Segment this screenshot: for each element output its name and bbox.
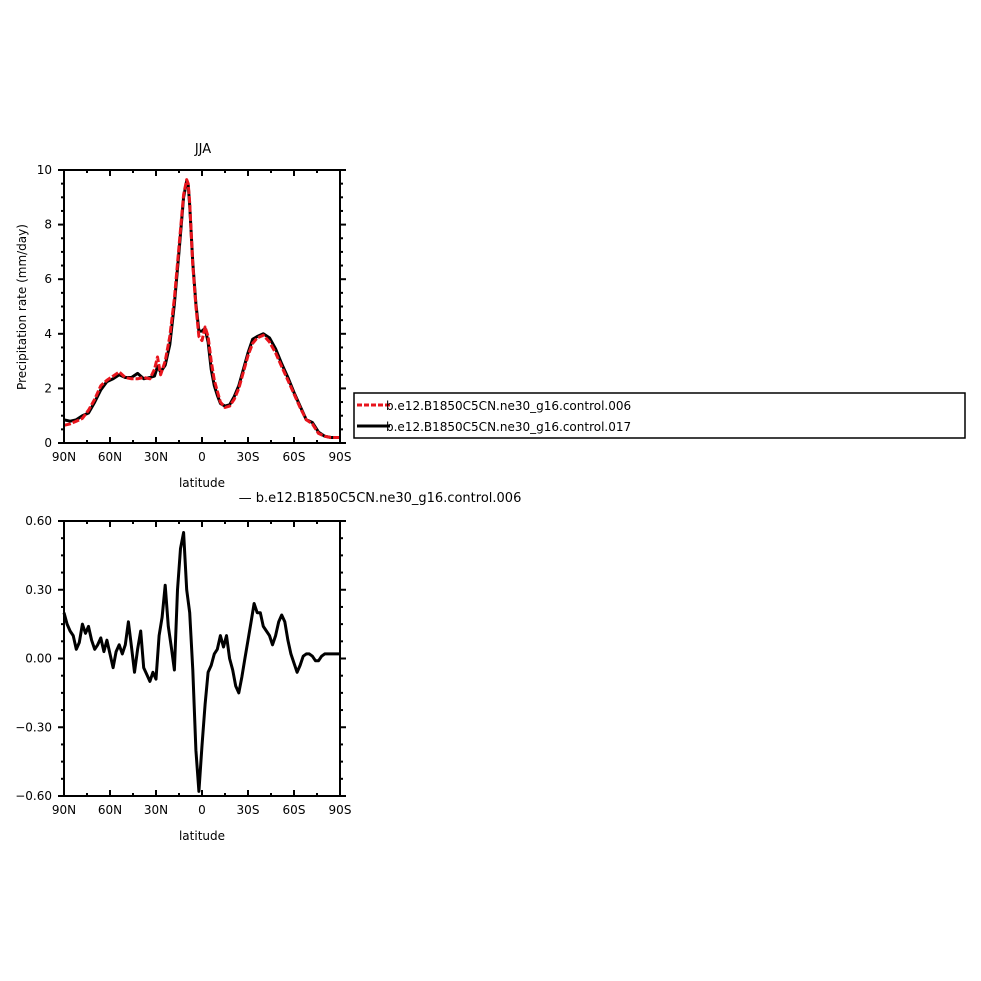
diff-x-tick-label: 30S <box>237 803 260 817</box>
diff-y-tick-label: 0.60 <box>25 514 52 528</box>
diff-x-tick-label: 0 <box>198 803 206 817</box>
precip-x-tick-label: 30S <box>237 450 260 464</box>
precip-series-line-0 <box>63 178 340 439</box>
difference-plot-title: — b.e12.B1850C5CN.ne30_g16.control.006 <box>239 491 522 506</box>
diff-y-tick-label: 0.30 <box>25 583 52 597</box>
diff-x-tick-label: 90S <box>329 803 352 817</box>
diff-x-tick-label: 60S <box>283 803 306 817</box>
legend: b.e12.B1850C5CN.ne30_g16.control.006 b.e… <box>353 392 966 439</box>
precip-y-tick-label: 10 <box>37 163 52 177</box>
diff-x-tick-label: 90N <box>52 803 76 817</box>
precip-x-tick-label: 0 <box>198 450 206 464</box>
precipitation-series-group <box>63 178 340 439</box>
precip-x-tick-label: 90N <box>52 450 76 464</box>
precip-y-tick-label: 0 <box>44 436 52 450</box>
diff-y-tick-label: −0.30 <box>15 720 52 734</box>
precipitation-plot-title: JJA <box>194 142 211 157</box>
diff-y-tick-label: −0.60 <box>15 789 52 803</box>
difference-x-axis-title: latitude <box>179 829 225 843</box>
precipitation-axes: 90N 60N 30N 0 30S 60S 90S 0 2 4 6 8 10 <box>37 163 352 464</box>
difference-series-group <box>62 531 340 793</box>
legend-box <box>353 392 966 439</box>
precip-x-tick-label: 90S <box>329 450 352 464</box>
precipitation-x-axis-title: latitude <box>179 476 225 490</box>
difference-plot: — b.e12.B1850C5CN.ne30_g16.control.006 9… <box>15 491 521 843</box>
diff-series-line-0 <box>62 531 340 793</box>
precip-y-tick-label: 6 <box>44 272 52 286</box>
legend-label-control-006: b.e12.B1850C5CN.ne30_g16.control.006 <box>386 399 631 413</box>
precip-y-tick-label: 4 <box>44 327 52 341</box>
precip-y-tick-label: 2 <box>44 381 52 395</box>
diff-x-tick-label: 30N <box>144 803 168 817</box>
legend-label-control-017: b.e12.B1850C5CN.ne30_g16.control.017 <box>386 420 631 434</box>
precip-x-tick-label: 30N <box>144 450 168 464</box>
diff-y-tick-label: 0.00 <box>25 652 52 666</box>
difference-axes: 90N 60N 30N 0 30S 60S 90S −0.60 −0.30 0.00 0.30 0.6… <box>15 514 351 817</box>
precip-x-tick-label: 60N <box>98 450 122 464</box>
precip-y-tick-label: 8 <box>44 218 52 232</box>
diff-x-tick-label: 60N <box>98 803 122 817</box>
precip-series-line-1 <box>63 179 340 439</box>
precipitation-y-axis-title: Precipitation rate (mm/day) <box>15 224 29 390</box>
precip-x-tick-label: 60S <box>283 450 306 464</box>
